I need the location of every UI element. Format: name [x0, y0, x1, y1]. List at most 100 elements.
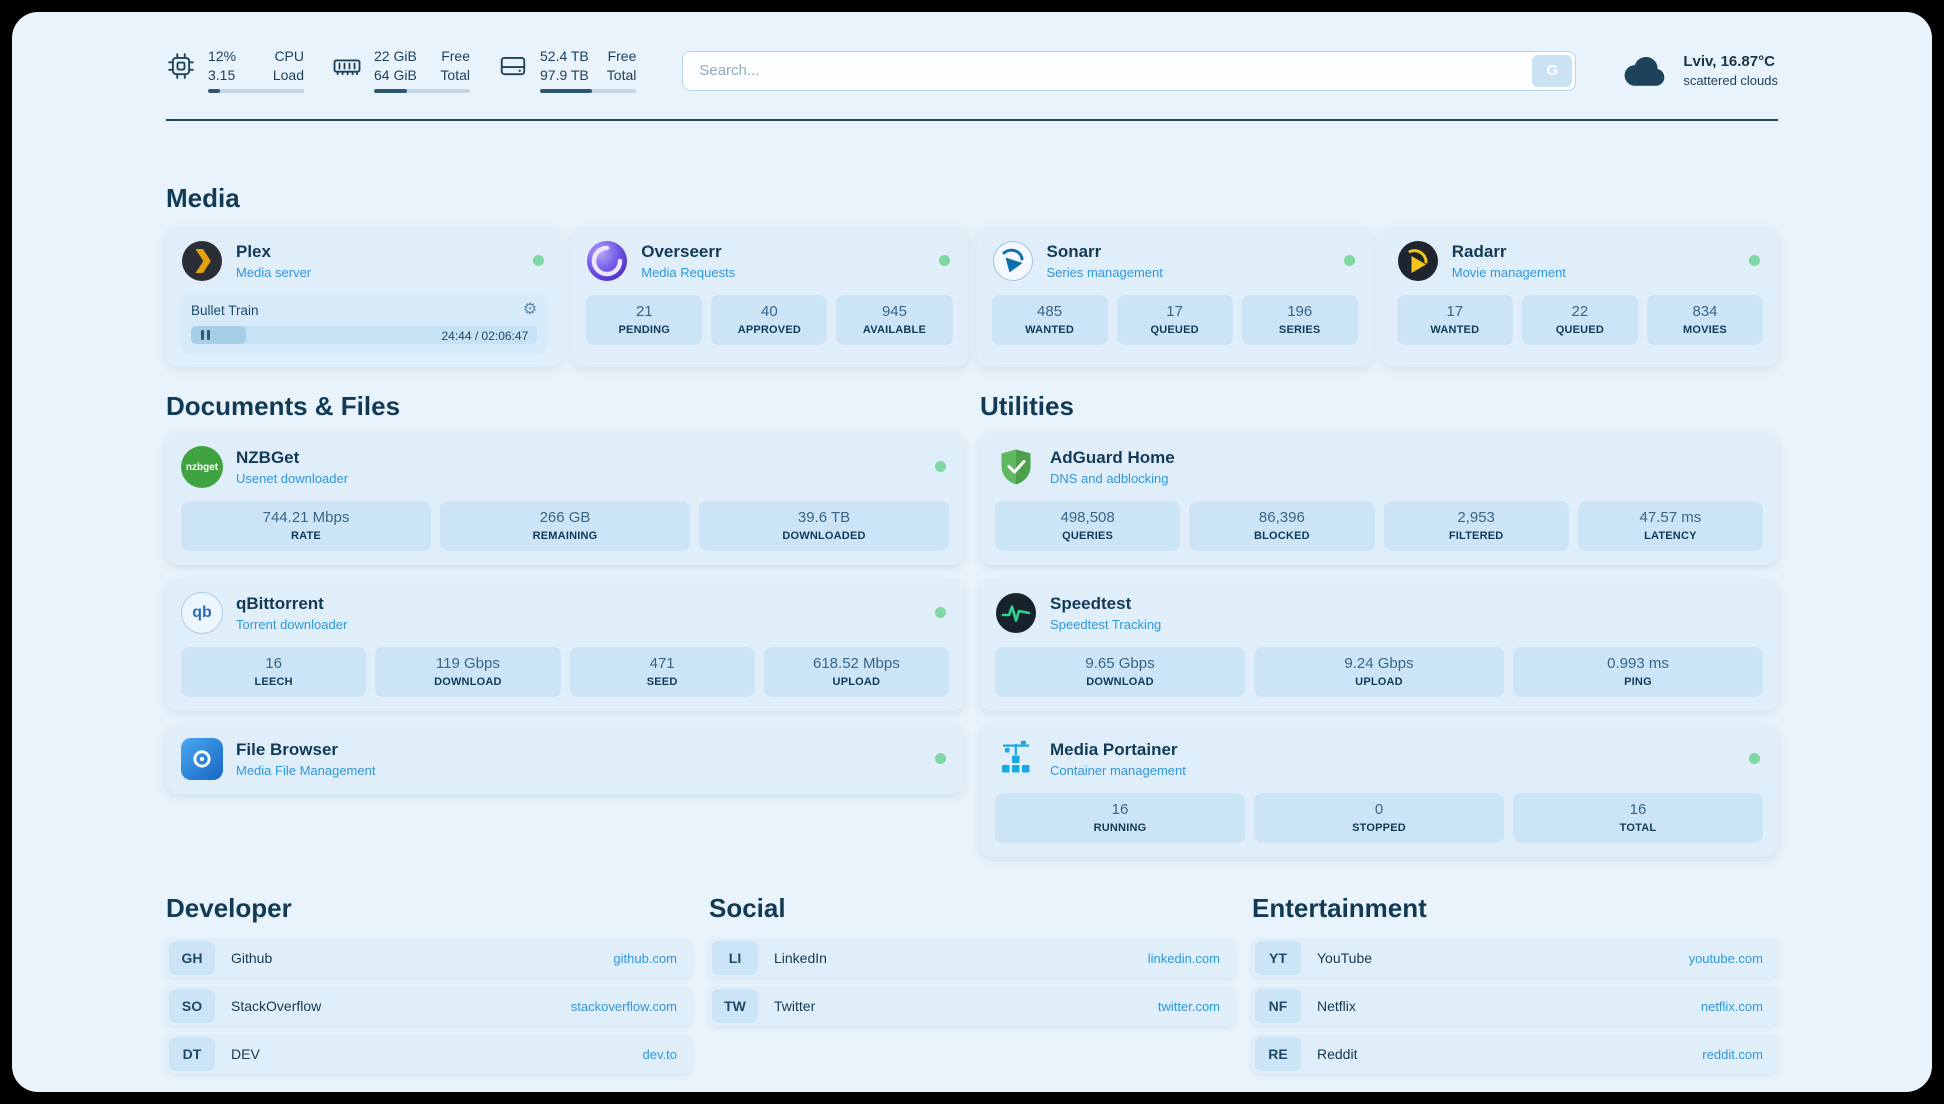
bookmark-url: stackoverflow.com	[570, 998, 677, 1014]
nzbget-card[interactable]: nzbget NZBGet Usenet downloader 744.21 M…	[166, 433, 964, 565]
stat-downloaded: 39.6 TB DOWNLOADED	[699, 501, 949, 551]
storage-readout: 52.4 TB Free 97.9 TB Total	[540, 48, 636, 83]
sonarr-card[interactable]: Sonarr Series management 485 WANTED 17 Q…	[976, 227, 1373, 367]
bookmarks-developer: Developer GH Github github.com SO StackO…	[166, 893, 692, 1074]
service-name: Plex	[236, 242, 271, 261]
bookmark-abbr: TW	[712, 989, 758, 1023]
service-subtitle: Media File Management	[236, 763, 376, 778]
portainer-card[interactable]: Media Portainer Container management 16 …	[980, 725, 1778, 857]
top-bar: 12% CPU 3.15 Load	[166, 48, 1778, 93]
service-name: AdGuard Home	[1050, 448, 1175, 467]
search-engine-button[interactable]: G	[1532, 54, 1573, 87]
cpu-progress-bar	[208, 89, 304, 93]
storage-progress-fill	[540, 89, 593, 93]
weather-widget: Lviv, 16.87°C scattered clouds	[1622, 53, 1778, 88]
memory-total-value: 64 GiB	[374, 67, 417, 83]
search-bar: G	[682, 50, 1577, 91]
bookmark-name: Reddit	[1317, 1046, 1358, 1062]
bookmark-name: LinkedIn	[774, 950, 827, 966]
adguard-icon	[995, 446, 1037, 488]
bookmark-url: reddit.com	[1702, 1046, 1763, 1062]
bookmark-reddit[interactable]: RE Reddit reddit.com	[1252, 1034, 1778, 1074]
bookmark-abbr: SO	[169, 989, 215, 1023]
bookmark-dev[interactable]: DT DEV dev.to	[166, 1034, 692, 1074]
utilities-column: AdGuard Home DNS and adblocking 498,508 …	[980, 433, 1778, 857]
service-name: Speedtest	[1050, 594, 1132, 613]
bookmark-name: YouTube	[1317, 950, 1373, 966]
bookmark-name: DEV	[231, 1046, 260, 1062]
bookmark-youtube[interactable]: YT YouTube youtube.com	[1252, 938, 1778, 978]
status-dot	[935, 461, 946, 472]
section-title-utilities: Utilities	[980, 391, 1074, 421]
cpu-progress-fill	[208, 89, 221, 93]
stat-remaining: 266 GB REMAINING	[440, 501, 690, 551]
service-subtitle: DNS and adblocking	[1050, 471, 1169, 486]
gear-icon[interactable]: ⚙	[522, 301, 538, 318]
stat-wanted: 485 WANTED	[991, 295, 1108, 345]
filebrowser-card[interactable]: File Browser Media File Management	[166, 725, 964, 794]
bookmark-url: github.com	[613, 950, 677, 966]
weather-condition: scattered clouds	[1683, 73, 1778, 88]
memory-readout: 22 GiB Free 64 GiB Total	[374, 48, 470, 83]
stat-filtered: 2,953 FILTERED	[1383, 501, 1569, 551]
cloud-icon	[1624, 56, 1665, 86]
playback-progress-bar[interactable]: 24:44 / 02:06:47	[191, 326, 538, 344]
memory-monitor: 22 GiB Free 64 GiB Total	[332, 48, 470, 93]
stat-stopped: 0 STOPPED	[1254, 793, 1504, 843]
playback-time: 24:44 / 02:06:47	[441, 328, 529, 343]
status-dot	[1749, 255, 1760, 266]
bookmark-name: Github	[231, 950, 273, 966]
bookmark-url: netflix.com	[1700, 998, 1763, 1014]
storage-total-value: 97.9 TB	[540, 67, 589, 83]
service-subtitle: Torrent downloader	[236, 617, 348, 632]
service-subtitle: Usenet downloader	[236, 471, 349, 486]
section-title-social: Social	[709, 893, 786, 923]
bookmark-linkedin[interactable]: LI LinkedIn linkedin.com	[709, 938, 1235, 978]
documents-column: nzbget NZBGet Usenet downloader 744.21 M…	[166, 433, 964, 794]
storage-free-label: Free	[607, 48, 637, 64]
adguard-card[interactable]: AdGuard Home DNS and adblocking 498,508 …	[980, 433, 1778, 565]
bookmark-url: twitter.com	[1157, 998, 1220, 1014]
stat-blocked: 86,396 BLOCKED	[1189, 501, 1375, 551]
stat-upload: 618.52 Mbps UPLOAD	[763, 647, 949, 697]
bookmarks-social: Social LI LinkedIn linkedin.com TW Twitt…	[709, 893, 1235, 1074]
status-dot	[935, 607, 946, 618]
media-cards-row: Plex Media server Bullet Train ⚙ 24:44 /…	[166, 227, 1778, 367]
filebrowser-icon	[181, 738, 223, 780]
bookmark-stackoverflow[interactable]: SO StackOverflow stackoverflow.com	[166, 986, 692, 1026]
service-name: qBittorrent	[236, 594, 324, 613]
memory-progress-bar	[374, 89, 470, 93]
stat-leech: 16 LEECH	[181, 647, 367, 697]
plex-now-playing: Bullet Train ⚙ 24:44 / 02:06:47	[181, 294, 548, 353]
service-subtitle: Media server	[236, 265, 312, 280]
stat-approved: 40 APPROVED	[711, 295, 828, 345]
bookmark-url: linkedin.com	[1147, 950, 1220, 966]
memory-free-value: 22 GiB	[374, 48, 417, 64]
bookmark-netflix[interactable]: NF Netflix netflix.com	[1252, 986, 1778, 1026]
bookmark-github[interactable]: GH Github github.com	[166, 938, 692, 978]
bookmarks-entertainment: Entertainment YT YouTube youtube.com NF …	[1252, 893, 1778, 1074]
overseerr-card[interactable]: Overseerr Media Requests 21 PENDING 40 A…	[571, 227, 968, 367]
plex-card[interactable]: Plex Media server Bullet Train ⚙ 24:44 /…	[166, 227, 563, 367]
service-subtitle: Container management	[1050, 763, 1186, 778]
search-input[interactable]	[682, 50, 1577, 91]
stat-download: 119 Gbps DOWNLOAD	[375, 647, 561, 697]
playback-progress-fill	[191, 326, 247, 344]
radarr-card[interactable]: Radarr Movie management 17 WANTED 22 QUE…	[1381, 227, 1778, 367]
bookmark-abbr: LI	[712, 941, 758, 975]
bookmark-name: Twitter	[774, 998, 816, 1014]
speedtest-card[interactable]: Speedtest Speedtest Tracking 9.65 Gbps D…	[980, 579, 1778, 711]
bookmark-name: StackOverflow	[231, 998, 322, 1014]
stat-total: 16 TOTAL	[1513, 793, 1763, 843]
pause-icon[interactable]	[201, 330, 210, 340]
bookmark-twitter[interactable]: TW Twitter twitter.com	[709, 986, 1235, 1026]
storage-total-label: Total	[606, 67, 637, 83]
stat-running: 16 RUNNING	[995, 793, 1245, 843]
cpu-usage-value: 12%	[208, 48, 237, 64]
dashboard: 12% CPU 3.15 Load	[12, 12, 1932, 1092]
stat-ping: 0.993 ms PING	[1513, 647, 1763, 697]
stat-queued: 17 QUEUED	[1116, 295, 1233, 345]
qbittorrent-card[interactable]: qb qBittorrent Torrent downloader 16 LEE…	[166, 579, 964, 711]
service-name: NZBGet	[236, 448, 300, 467]
status-dot	[1343, 255, 1355, 266]
